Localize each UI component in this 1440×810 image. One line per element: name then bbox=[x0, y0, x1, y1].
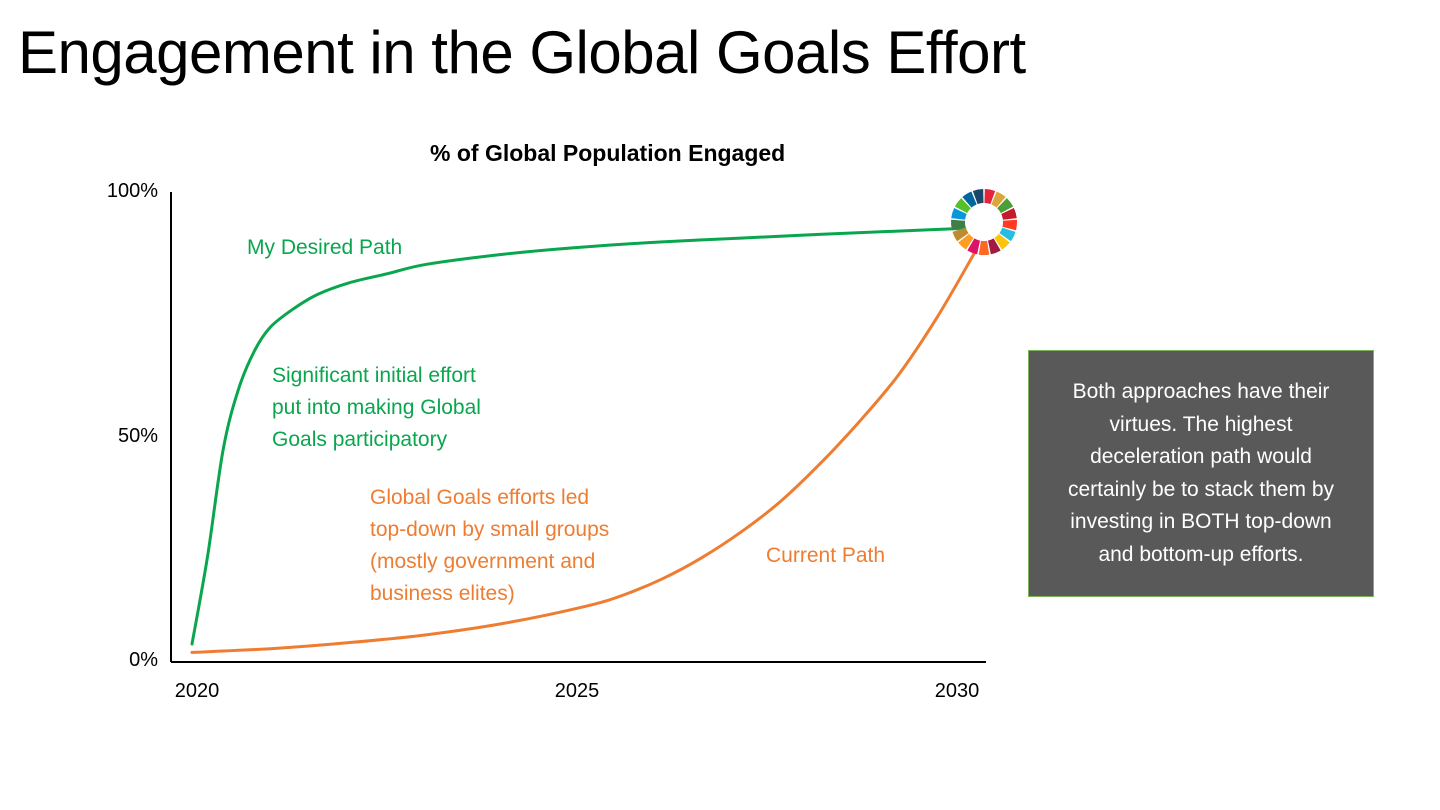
sdg-wheel-segment bbox=[954, 198, 971, 214]
callout-line: deceleration path would bbox=[1090, 445, 1312, 468]
sdg-wheel-segment bbox=[999, 227, 1016, 242]
sdg-wheel-segment bbox=[972, 189, 984, 205]
desired-path-note-line: Goals participatory bbox=[272, 428, 448, 451]
sdg-wheel-segment bbox=[978, 240, 990, 256]
callout-text: Both approaches have their virtues. The … bbox=[1068, 376, 1334, 571]
callout-line: virtues. The highest bbox=[1109, 412, 1293, 436]
sdg-color-wheel-icon bbox=[950, 189, 1018, 256]
x-tick-label: 2030 bbox=[934, 680, 980, 702]
x-tick-label: 2020 bbox=[174, 680, 220, 702]
desired-path-note-line: Significant initial effort bbox=[272, 364, 476, 387]
desired-path-label: My Desired Path bbox=[247, 236, 403, 259]
y-tick-label: 100% bbox=[106, 180, 158, 202]
callout-box: Both approaches have their virtues. The … bbox=[1028, 350, 1374, 597]
sdg-wheel-center bbox=[965, 203, 1003, 241]
callout-line: and bottom-up efforts. bbox=[1098, 542, 1304, 566]
desired-path-line bbox=[190, 226, 978, 646]
sdg-wheel-segment bbox=[1001, 208, 1017, 220]
sdg-wheel-segment bbox=[967, 238, 981, 255]
series-layer bbox=[190, 226, 978, 654]
slide-title: Engagement in the Global Goals Effort bbox=[18, 19, 1026, 86]
callout-line: Both approaches have their bbox=[1072, 380, 1330, 403]
sdg-wheel-segment bbox=[997, 198, 1014, 214]
y-tick-label: 50% bbox=[117, 425, 158, 447]
sdg-wheel-segment bbox=[994, 233, 1010, 250]
current-path-note-line: top-down by small groups bbox=[370, 518, 610, 541]
sdg-wheel-segment bbox=[991, 191, 1006, 208]
sdg-wheel-segment bbox=[987, 238, 1001, 255]
sdg-wheel-segment bbox=[1002, 219, 1018, 231]
callout-line: certainly be to stack them by bbox=[1067, 477, 1335, 501]
current-path-note-line: business elites) bbox=[370, 582, 515, 605]
current-path-line bbox=[190, 248, 978, 654]
sdg-wheel-segment bbox=[958, 233, 974, 250]
current-path-note-line: (mostly government and bbox=[370, 550, 596, 573]
current-path-label: Current Path bbox=[766, 544, 886, 567]
desired-path-note-line: put into making Global bbox=[272, 396, 481, 419]
callout-line: investing in BOTH top-down bbox=[1070, 510, 1332, 533]
current-path-note-line: Global Goals efforts led bbox=[370, 486, 590, 509]
x-tick-label: 2025 bbox=[554, 680, 600, 702]
sdg-wheel-segment bbox=[952, 227, 969, 242]
y-tick-label: 0% bbox=[129, 649, 158, 671]
sdg-wheel-segment bbox=[962, 191, 977, 208]
sdg-wheel-segment bbox=[984, 189, 996, 205]
chart-title: % of Global Population Engaged bbox=[430, 140, 786, 166]
current-path-note: Global Goals efforts led top-down by sma… bbox=[370, 482, 609, 610]
sdg-wheel-segment bbox=[950, 219, 966, 231]
chart-axes bbox=[170, 192, 986, 663]
desired-path-note: Significant initial effort put into maki… bbox=[272, 360, 481, 456]
sdg-wheel-segment bbox=[951, 208, 967, 220]
